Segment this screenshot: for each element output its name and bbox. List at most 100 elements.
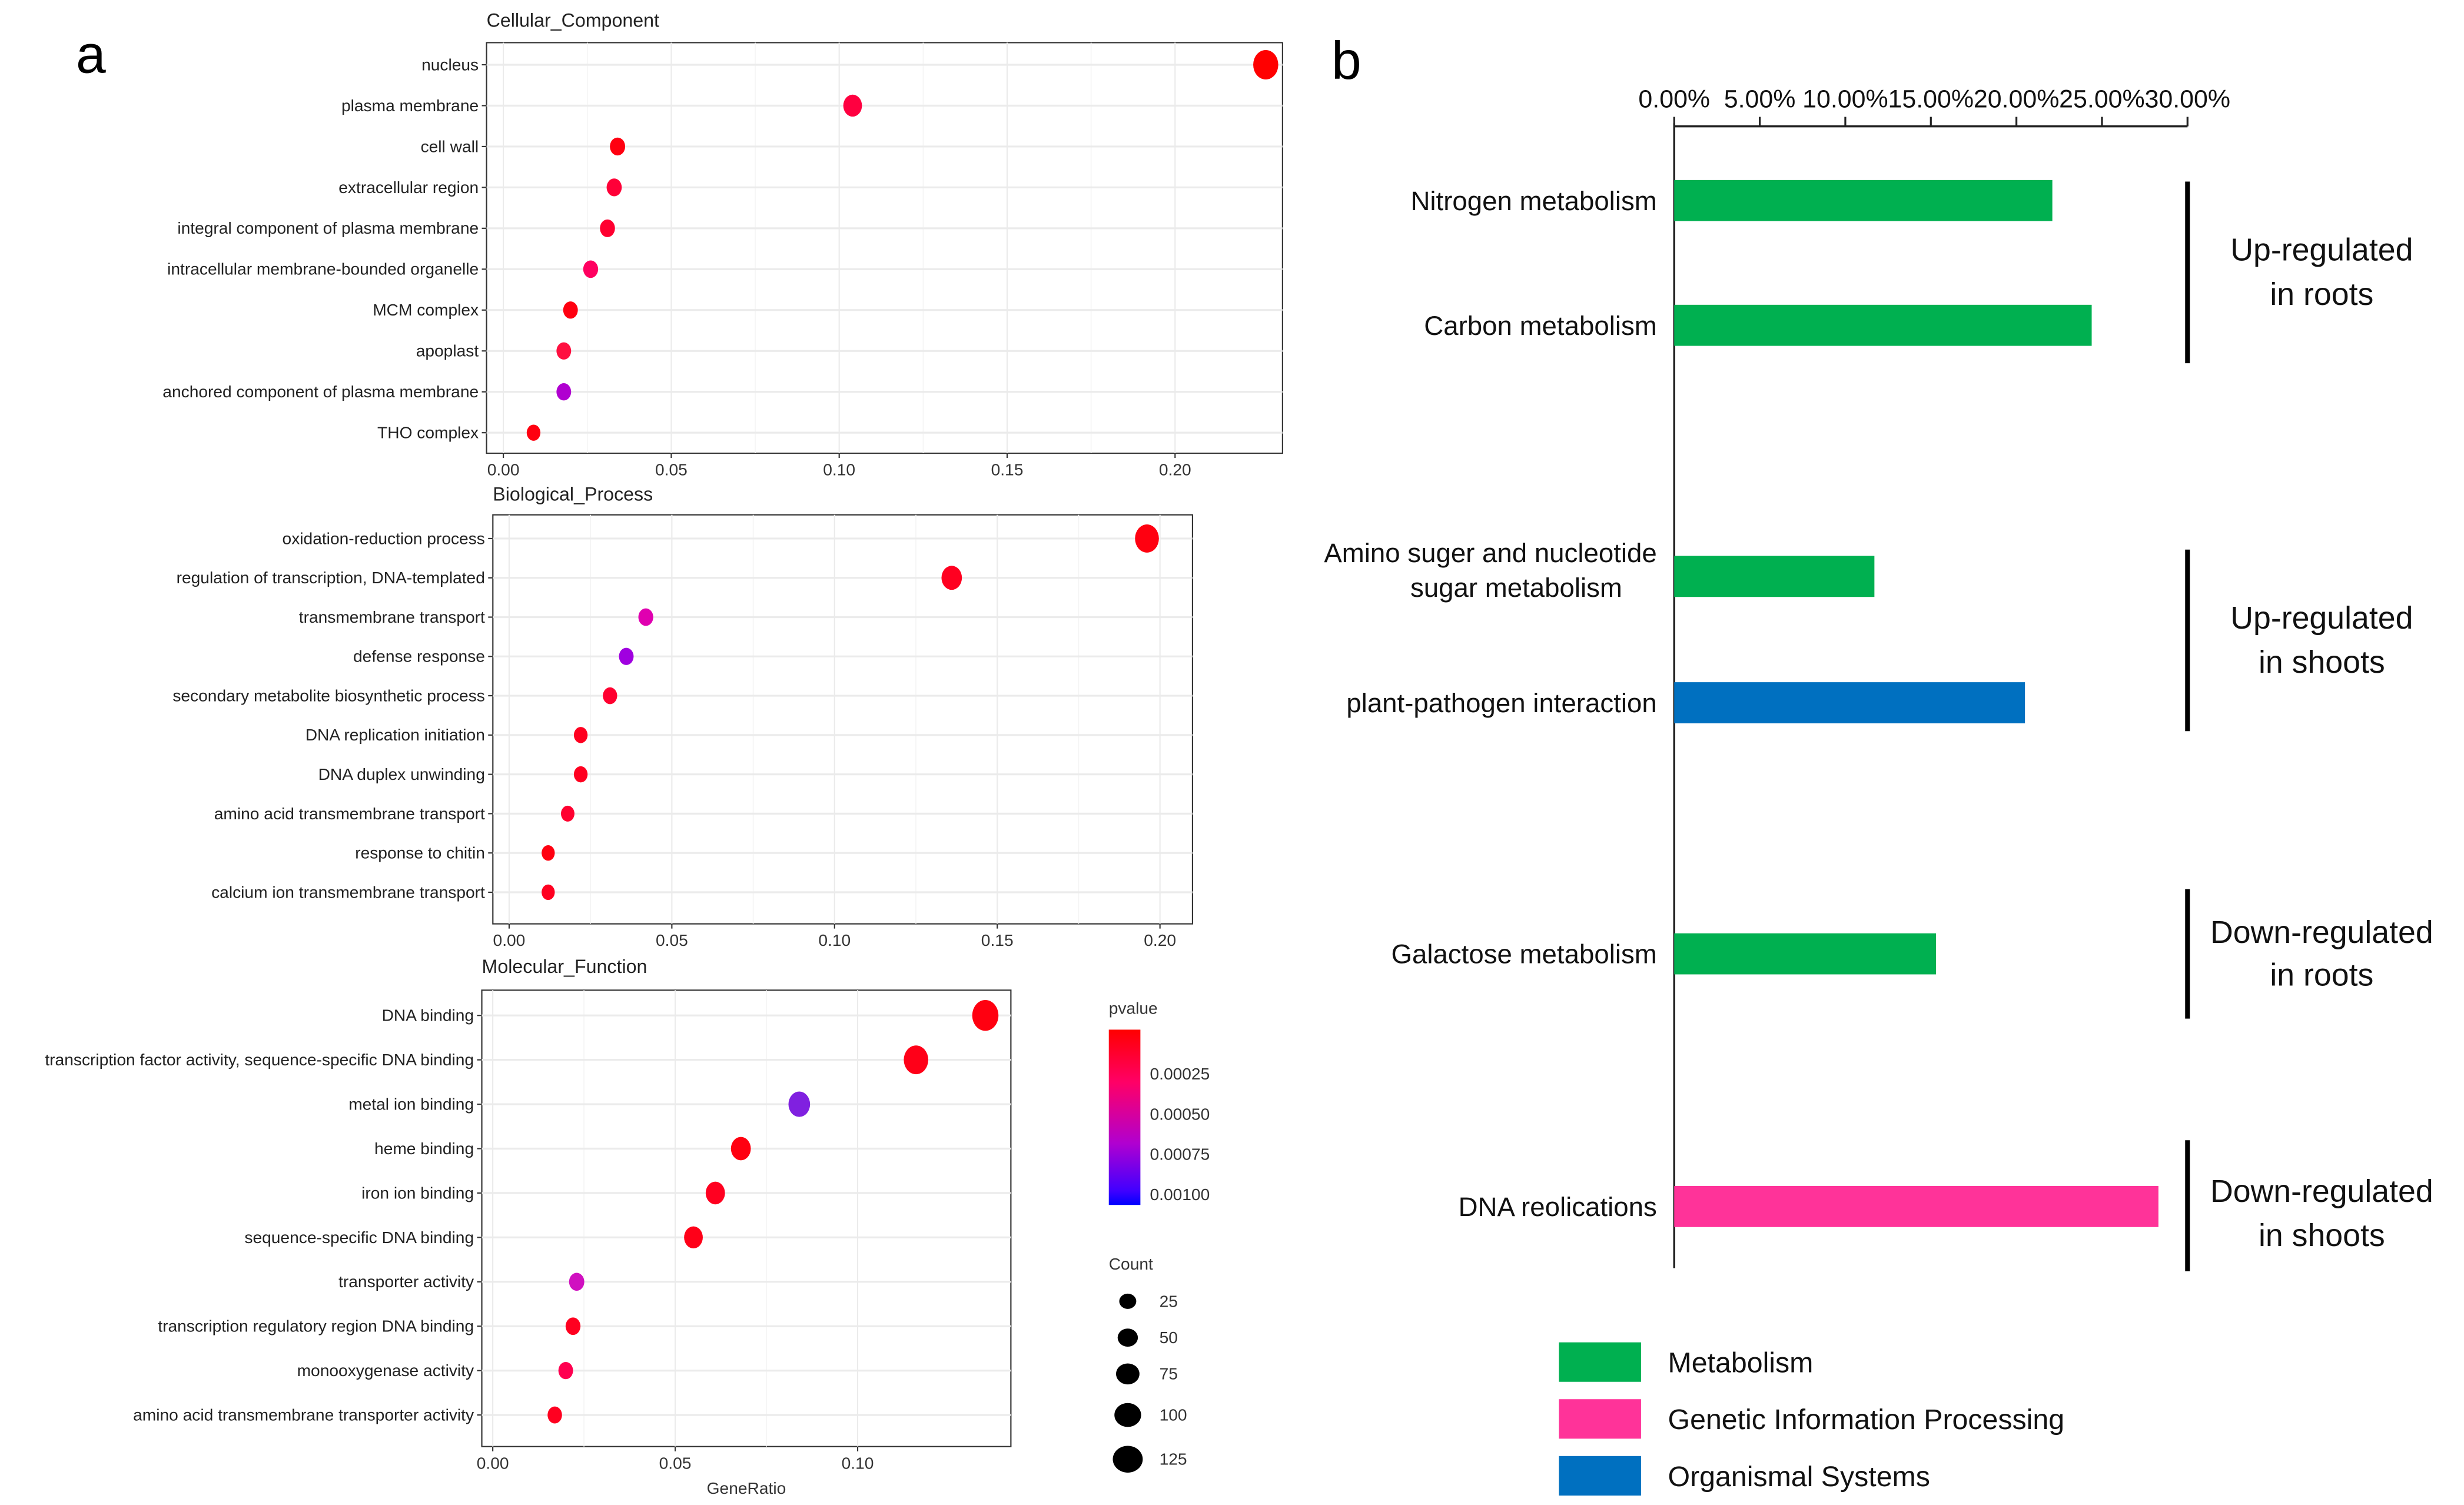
plot-frame xyxy=(492,514,1193,925)
data-point xyxy=(573,766,588,783)
dotplot-cellular-component: Cellular_Component 0.00 0.05 0.10 0.15 0.20 nu… xyxy=(162,10,1283,479)
pvalue-tick-label: 0.00075 xyxy=(1150,1145,1210,1164)
count-legend-dot xyxy=(1119,1293,1137,1309)
count-legend-label: 50 xyxy=(1160,1328,1178,1347)
term-label: oxidation-reduction process xyxy=(283,529,485,547)
group-label: in shoots xyxy=(2259,1218,2385,1253)
data-point xyxy=(788,1091,811,1117)
plot-frame xyxy=(481,989,1012,1447)
group-label: Up-regulated xyxy=(2230,232,2413,268)
x-tick-label: 15.00% xyxy=(1888,85,1974,113)
kegg-barchart: 0.00% 5.00% 10.00% 15.00% 20.00% 25.00% 30.00%… xyxy=(1324,85,2433,1496)
pvalue-tick-label: 0.00100 xyxy=(1150,1185,1210,1204)
term-label: DNA duplex unwinding xyxy=(318,765,485,783)
data-point xyxy=(583,260,599,278)
term-label: transporter activity xyxy=(338,1272,474,1291)
term-label: calcium ion transmembrane transport xyxy=(211,882,485,901)
count-legend-label: 25 xyxy=(1160,1291,1178,1310)
group-label: Up-regulated xyxy=(2230,600,2413,636)
term-label: regulation of transcription, DNA-templat… xyxy=(177,568,485,587)
bar xyxy=(1674,556,1875,597)
x-axis-label: GeneRatio xyxy=(707,1479,786,1497)
term-label: iron ion binding xyxy=(361,1183,474,1202)
data-point xyxy=(972,1000,999,1031)
legend-swatch xyxy=(1559,1342,1641,1382)
count-legend-dot xyxy=(1117,1328,1138,1347)
x-tick-label: 0.10 xyxy=(818,931,851,949)
x-tick-label: 0.00% xyxy=(1638,85,1710,113)
x-tick-label: 0.00 xyxy=(477,1453,509,1472)
x-tick-label: 0.00 xyxy=(493,931,526,949)
data-point xyxy=(610,137,626,156)
x-tick-label: 0.15 xyxy=(981,931,1014,949)
term-label: transcription regulatory region DNA bind… xyxy=(158,1317,474,1335)
dotplot-biological-process: Biological_Process 0.00 0.05 0.10 0.15 0.20 ox… xyxy=(172,484,1193,949)
bar-label: Carbon metabolism xyxy=(1424,311,1656,341)
legend-label: Organismal Systems xyxy=(1668,1461,1930,1493)
x-tick-label: 25.00% xyxy=(2059,85,2145,113)
bar-label: Amino suger and nucleotide xyxy=(1324,538,1656,568)
term-label: cell wall xyxy=(421,137,479,155)
data-point xyxy=(547,1406,562,1424)
go-dotplots: Cellular_Component 0.00 0.05 0.10 0.15 0.20 nu… xyxy=(45,10,1283,1497)
x-tick-label: 0.15 xyxy=(991,460,1024,479)
data-point xyxy=(542,845,555,861)
data-point xyxy=(565,1317,581,1335)
x-tick-label: 0.05 xyxy=(656,931,688,949)
data-point xyxy=(556,383,572,401)
data-point xyxy=(606,178,622,197)
term-label: transcription factor activity, sequence-… xyxy=(45,1050,474,1069)
group-label: in shoots xyxy=(2259,644,2385,680)
data-point xyxy=(600,219,615,237)
data-point xyxy=(904,1045,928,1075)
data-point xyxy=(560,805,575,822)
term-label: response to chitin xyxy=(355,843,485,862)
term-label: MCM complex xyxy=(373,300,479,319)
pvalue-tick-label: 0.00025 xyxy=(1150,1064,1210,1083)
plot-title: Molecular_Function xyxy=(482,956,647,977)
count-legend-dot xyxy=(1115,1363,1140,1385)
term-label: defense response xyxy=(353,647,485,666)
plot-title: Cellular_Component xyxy=(487,10,659,31)
term-label: transmembrane transport xyxy=(299,607,485,626)
pvalue-legend-title: pvalue xyxy=(1109,999,1158,1018)
dotplot-molecular-function: Molecular_Function 0.00 0.05 0.10 DNA bindin… xyxy=(45,956,1012,1497)
panel-label-b: b xyxy=(1331,31,1361,91)
term-label: sequence-specific DNA binding xyxy=(244,1228,474,1247)
data-point xyxy=(684,1226,703,1249)
data-point xyxy=(730,1137,751,1161)
x-tick-label: 0.10 xyxy=(823,460,855,479)
term-label: integral component of plasma membrane xyxy=(177,218,479,237)
count-legend-label: 75 xyxy=(1160,1364,1178,1383)
bar-label: Galactose metabolism xyxy=(1392,939,1657,969)
data-point xyxy=(573,727,588,743)
x-tick-label: 0.20 xyxy=(1159,460,1191,479)
term-label: secondary metabolite biosynthetic proces… xyxy=(172,686,485,705)
bar-label: DNA reolications xyxy=(1459,1192,1657,1222)
group-label: in roots xyxy=(2270,277,2373,312)
data-point xyxy=(569,1273,585,1291)
legend-swatch xyxy=(1559,1399,1641,1439)
x-tick-label: 5.00% xyxy=(1724,85,1796,113)
legend-swatch xyxy=(1559,1456,1641,1496)
pvalue-colorbar xyxy=(1108,1029,1141,1205)
bar-label: Nitrogen metabolism xyxy=(1410,186,1656,216)
group-label: Down-regulated xyxy=(2210,915,2433,950)
term-label: intracellular membrane-bounded organelle xyxy=(167,260,479,278)
data-point xyxy=(526,424,541,441)
x-tick-label: 0.20 xyxy=(1144,931,1176,949)
term-label: anchored component of plasma membrane xyxy=(162,382,479,401)
group-label: in roots xyxy=(2270,957,2373,992)
data-point xyxy=(542,884,555,901)
data-point xyxy=(1135,524,1159,553)
plot-frame xyxy=(486,42,1283,454)
data-point xyxy=(556,342,572,360)
term-label: DNA binding xyxy=(382,1006,474,1025)
count-legend-dot xyxy=(1113,1446,1143,1473)
panel-label-a: a xyxy=(76,24,106,84)
term-label: nucleus xyxy=(421,55,479,74)
dotplot-legend: pvalue 0.00025 0.00050 0.00075 0.00100 Count 2… xyxy=(1108,999,1210,1473)
term-label: heme binding xyxy=(374,1139,474,1158)
x-tick-label: 10.00% xyxy=(1802,85,1888,113)
term-label: plasma membrane xyxy=(341,96,479,115)
